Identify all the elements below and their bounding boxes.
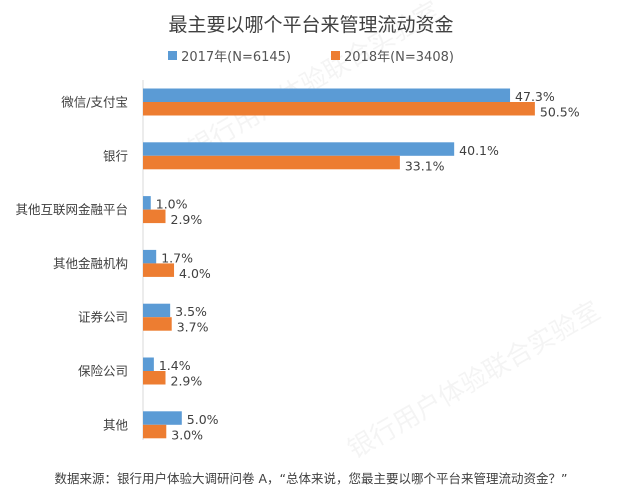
bar-2018 <box>143 209 166 224</box>
bar-2017 <box>143 249 157 264</box>
bar-2018 <box>143 371 166 385</box>
bar-2018 <box>143 102 535 116</box>
data-label: 50.5% <box>540 105 580 120</box>
category-label: 其他金融机构 <box>53 256 128 271</box>
bar-2018 <box>143 263 175 277</box>
bar-2017 <box>143 411 182 425</box>
bar-2017 <box>143 303 171 318</box>
data-label: 2.9% <box>171 212 203 227</box>
legend-label: 2018年(N=3408) <box>344 50 454 65</box>
data-label: 1.0% <box>156 197 188 212</box>
category-label: 保险公司 <box>78 364 128 379</box>
bar-2018 <box>143 317 172 331</box>
data-label: 5.0% <box>187 412 219 427</box>
category-label: 证券公司 <box>78 310 128 325</box>
bar-2018 <box>143 155 400 170</box>
category-label: 其他 <box>103 417 129 432</box>
bar-2017 <box>143 142 455 156</box>
data-label: 4.0% <box>179 266 211 281</box>
legend-item-2018: 2018年(N=3408) <box>331 46 454 65</box>
data-label: 3.5% <box>175 304 207 319</box>
legend-label: 2017年(N=6145) <box>181 50 291 65</box>
legend-item-2017: 2017年(N=6145) <box>168 46 291 65</box>
data-label: 33.1% <box>405 158 445 173</box>
data-label: 1.4% <box>159 358 191 373</box>
legend-swatch <box>331 51 340 60</box>
bar-2017 <box>143 88 511 102</box>
data-label: 40.1% <box>459 143 499 158</box>
data-label: 47.3% <box>515 89 555 104</box>
data-label: 3.0% <box>171 427 203 442</box>
data-label: 2.9% <box>171 374 203 389</box>
bar-2018 <box>143 424 167 439</box>
legend-swatch <box>168 51 178 60</box>
bar-2017 <box>143 196 151 210</box>
source-note: 数据来源：银行用户体验大调研问卷 A，“总体来说，您最主要以哪个平台来管理流动资… <box>54 471 568 486</box>
chart-title: 最主要以哪个平台来管理流动资金 <box>168 14 454 36</box>
data-label: 3.7% <box>177 320 209 335</box>
data-label: 1.7% <box>161 250 193 265</box>
category-label: 其他互联网金融平台 <box>15 202 128 217</box>
bar-2017 <box>143 357 154 371</box>
category-label: 微信/支付宝 <box>61 95 128 110</box>
legend: 2017年(N=6145) 2018年(N=3408) <box>0 46 622 65</box>
category-label: 银行 <box>103 148 128 163</box>
